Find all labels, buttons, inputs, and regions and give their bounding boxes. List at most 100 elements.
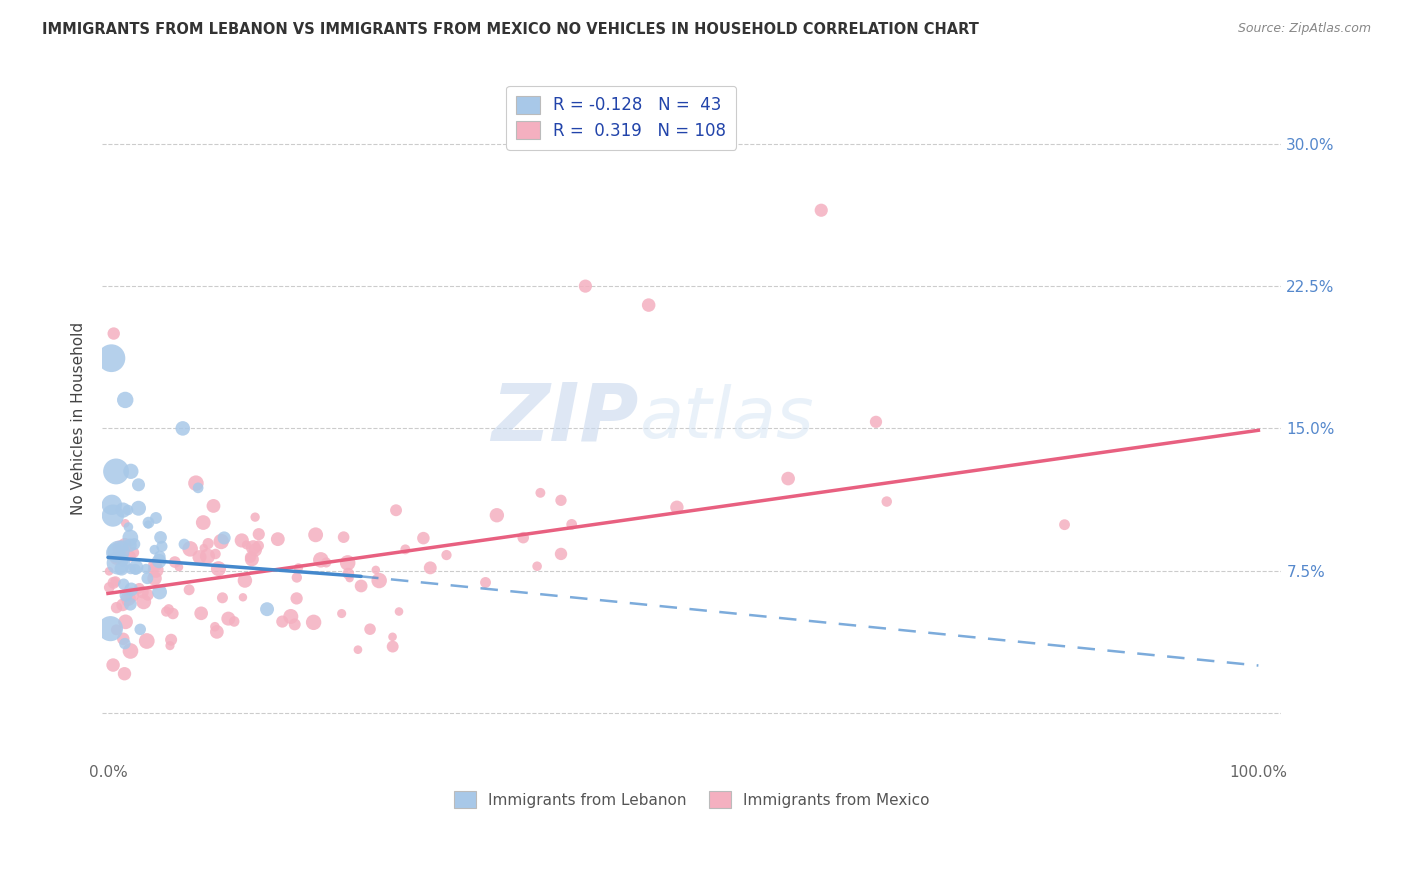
Point: [231, 533, 253, 548]
Y-axis label: No Vehicles in Household: No Vehicles in Household: [72, 322, 86, 516]
Point: [529, 486, 551, 500]
Point: [112, 577, 135, 591]
Point: [187, 481, 209, 495]
Point: [103, 575, 125, 590]
Point: [197, 536, 219, 550]
Point: [412, 531, 434, 545]
Point: [574, 279, 596, 293]
Point: [128, 477, 150, 491]
Point: [245, 543, 267, 558]
Point: [235, 538, 257, 552]
Point: [112, 554, 135, 568]
Point: [121, 588, 143, 602]
Point: [284, 617, 307, 632]
Point: [179, 541, 201, 556]
Point: [280, 609, 302, 624]
Point: [385, 503, 408, 517]
Point: [232, 591, 254, 605]
Point: [136, 571, 159, 585]
Point: [205, 624, 228, 639]
Point: [104, 574, 127, 589]
Text: atlas: atlas: [638, 384, 813, 453]
Point: [111, 540, 134, 554]
Point: [98, 581, 121, 595]
Point: [124, 537, 146, 551]
Point: [173, 537, 195, 551]
Point: [217, 612, 239, 626]
Point: [550, 547, 572, 561]
Point: [179, 582, 201, 597]
Text: Source: ZipAtlas.com: Source: ZipAtlas.com: [1237, 22, 1371, 36]
Point: [285, 570, 308, 584]
Point: [239, 550, 262, 565]
Point: [112, 632, 135, 646]
Point: [160, 632, 183, 647]
Point: [394, 542, 416, 557]
Point: [148, 585, 170, 599]
Point: [302, 615, 325, 630]
Point: [103, 326, 125, 341]
Point: [271, 615, 294, 629]
Point: [110, 561, 132, 575]
Point: [98, 564, 121, 578]
Point: [112, 503, 135, 517]
Point: [131, 585, 153, 599]
Point: [304, 528, 326, 542]
Point: [136, 588, 159, 602]
Point: [267, 532, 290, 546]
Point: [368, 574, 391, 588]
Point: [224, 615, 246, 629]
Point: [419, 561, 441, 575]
Point: [135, 634, 157, 648]
Point: [247, 539, 270, 553]
Point: [111, 598, 134, 612]
Point: [474, 575, 496, 590]
Point: [188, 550, 211, 565]
Point: [202, 499, 225, 513]
Point: [436, 548, 458, 562]
Point: [124, 562, 146, 576]
Point: [778, 472, 800, 486]
Point: [143, 542, 166, 557]
Point: [512, 531, 534, 545]
Point: [129, 623, 152, 637]
Point: [150, 540, 173, 554]
Point: [114, 516, 136, 531]
Point: [111, 548, 134, 562]
Point: [132, 595, 155, 609]
Point: [145, 511, 167, 525]
Point: [212, 531, 235, 545]
Point: [120, 531, 142, 545]
Point: [309, 553, 332, 567]
Text: ZIP: ZIP: [491, 380, 638, 458]
Point: [163, 555, 186, 569]
Point: [149, 530, 172, 544]
Point: [172, 421, 194, 435]
Point: [359, 622, 381, 636]
Point: [364, 563, 387, 577]
Point: [285, 591, 308, 606]
Point: [207, 562, 229, 576]
Point: [138, 516, 160, 530]
Point: [240, 552, 263, 566]
Point: [120, 562, 142, 576]
Point: [128, 501, 150, 516]
Point: [193, 541, 215, 555]
Point: [114, 392, 136, 407]
Point: [339, 571, 361, 585]
Point: [381, 640, 404, 654]
Point: [105, 623, 128, 637]
Point: [108, 541, 131, 555]
Point: [145, 563, 167, 577]
Point: [114, 615, 136, 629]
Point: [243, 510, 266, 524]
Point: [381, 630, 404, 644]
Point: [388, 605, 411, 619]
Point: [120, 538, 142, 552]
Point: [120, 644, 142, 658]
Point: [128, 582, 150, 596]
Point: [876, 494, 898, 508]
Point: [242, 541, 264, 555]
Point: [233, 574, 256, 588]
Point: [197, 549, 219, 564]
